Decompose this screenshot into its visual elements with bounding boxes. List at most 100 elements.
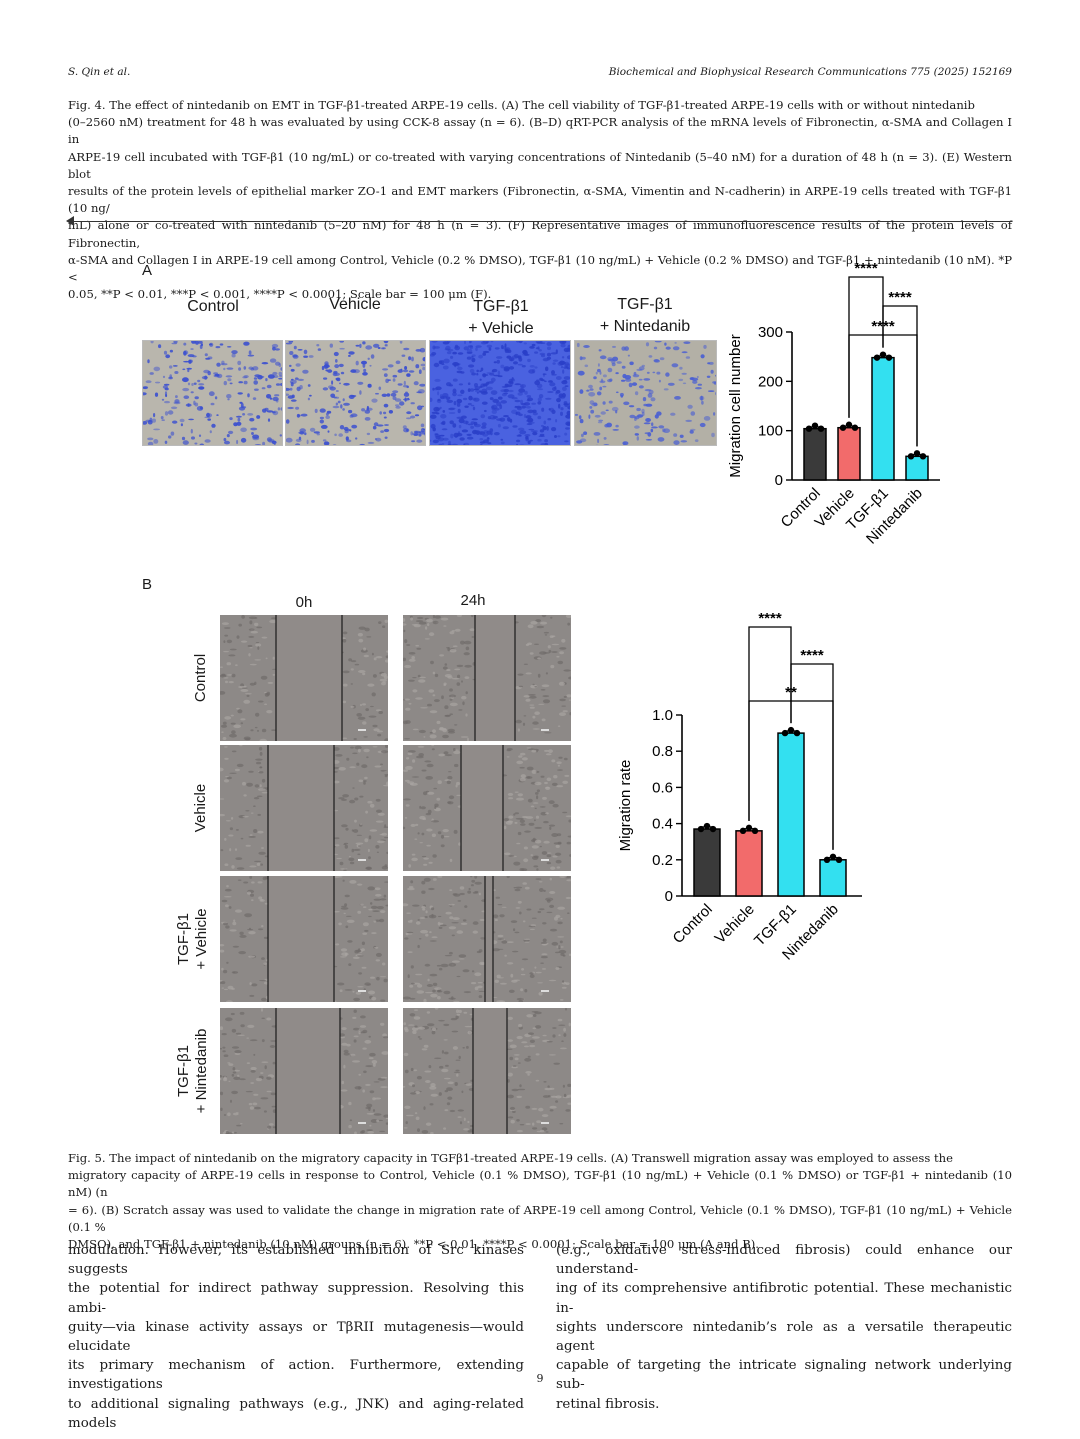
cell-mark bbox=[456, 682, 461, 686]
cell-mark bbox=[547, 391, 554, 393]
cell-mark bbox=[589, 388, 594, 391]
cell-mark bbox=[432, 1027, 436, 1031]
cell-mark bbox=[607, 367, 613, 373]
cell-mark bbox=[231, 730, 236, 734]
cell-mark bbox=[524, 989, 528, 993]
cell-mark bbox=[225, 375, 233, 378]
cell-mark bbox=[431, 748, 435, 751]
cell-mark bbox=[415, 1116, 420, 1121]
cell-mark bbox=[508, 855, 515, 857]
cell-mark bbox=[428, 632, 435, 637]
cell-mark bbox=[623, 401, 630, 406]
cell-mark bbox=[350, 683, 353, 685]
cell-mark bbox=[219, 1091, 224, 1096]
cell-mark bbox=[451, 922, 459, 924]
cell-mark bbox=[451, 443, 459, 445]
cell-mark bbox=[441, 1050, 444, 1054]
cell-mark bbox=[447, 348, 454, 352]
cell-mark bbox=[228, 1063, 234, 1066]
cell-mark bbox=[512, 1110, 516, 1113]
cell-mark bbox=[230, 1012, 235, 1016]
cell-mark bbox=[359, 823, 363, 825]
cell-mark bbox=[471, 879, 476, 883]
cell-mark bbox=[432, 387, 435, 391]
cell-mark bbox=[332, 747, 340, 751]
cell-mark bbox=[506, 747, 513, 751]
cell-mark bbox=[354, 1131, 357, 1135]
cell-mark bbox=[423, 1044, 429, 1048]
cell-mark bbox=[153, 366, 161, 372]
cell-mark bbox=[160, 416, 164, 420]
cell-mark bbox=[228, 1080, 231, 1082]
cell-mark bbox=[404, 1028, 409, 1033]
cell-mark bbox=[352, 787, 355, 789]
cell-mark bbox=[507, 1079, 510, 1083]
cell-mark bbox=[402, 657, 407, 662]
cell-mark bbox=[360, 903, 364, 906]
cell-mark bbox=[193, 382, 197, 385]
cell-mark bbox=[421, 1048, 428, 1051]
cell-mark bbox=[339, 341, 344, 343]
cell-mark bbox=[231, 1131, 235, 1134]
cell-mark bbox=[664, 342, 667, 346]
cell-mark bbox=[455, 1009, 460, 1014]
cell-mark bbox=[513, 887, 516, 889]
cell-mark bbox=[459, 1121, 463, 1125]
cell-mark bbox=[248, 628, 255, 631]
cell-mark bbox=[498, 396, 503, 400]
cell-mark bbox=[427, 703, 432, 707]
cell-mark bbox=[479, 961, 485, 966]
cell-mark bbox=[638, 385, 644, 389]
cell-mark bbox=[648, 355, 653, 358]
cell-mark bbox=[414, 838, 418, 840]
cell-mark bbox=[356, 834, 362, 836]
cell-mark bbox=[172, 420, 178, 424]
data-point bbox=[751, 827, 759, 835]
cell-mark bbox=[552, 1034, 556, 1038]
cell-mark bbox=[531, 343, 536, 347]
cell-mark bbox=[465, 691, 468, 695]
cell-mark bbox=[608, 400, 613, 404]
cell-mark bbox=[338, 433, 343, 437]
cell-mark bbox=[431, 411, 438, 414]
significance-label: **** bbox=[888, 289, 912, 306]
cell-mark bbox=[448, 903, 455, 906]
cell-mark bbox=[552, 803, 559, 808]
cell-mark bbox=[619, 392, 624, 397]
cell-mark bbox=[556, 866, 561, 869]
cell-mark bbox=[327, 430, 330, 433]
cell-mark bbox=[555, 844, 560, 848]
cell-mark bbox=[545, 786, 551, 790]
cell-mark bbox=[449, 631, 455, 635]
cell-mark bbox=[406, 644, 411, 646]
cell-mark bbox=[492, 948, 500, 952]
cell-mark bbox=[517, 728, 520, 732]
cell-mark bbox=[464, 664, 472, 668]
cell-mark bbox=[612, 345, 616, 348]
cell-mark bbox=[228, 906, 232, 909]
bar bbox=[837, 426, 861, 481]
cell-mark bbox=[706, 375, 711, 378]
scratch-svg bbox=[401, 744, 575, 872]
cell-mark bbox=[602, 401, 606, 405]
scratch-svg bbox=[216, 744, 391, 872]
cell-mark bbox=[481, 391, 488, 394]
cell-mark bbox=[529, 1039, 535, 1043]
cell-mark bbox=[352, 1060, 360, 1063]
cell-mark bbox=[541, 684, 550, 688]
cell-mark bbox=[552, 362, 556, 365]
cell-mark bbox=[546, 911, 553, 914]
cell-mark bbox=[434, 673, 439, 678]
row-label-vehicle: Vehicle bbox=[186, 745, 216, 870]
cell-mark bbox=[412, 689, 418, 693]
cell-mark bbox=[415, 823, 419, 826]
cell-mark bbox=[436, 964, 441, 967]
cell-mark bbox=[467, 737, 469, 742]
cell-mark bbox=[357, 883, 363, 886]
cell-mark bbox=[558, 403, 561, 409]
cell-mark bbox=[497, 370, 501, 376]
cell-mark bbox=[215, 346, 221, 349]
cell-mark bbox=[539, 1129, 545, 1133]
cell-mark bbox=[539, 845, 542, 848]
cell-mark bbox=[346, 757, 350, 761]
